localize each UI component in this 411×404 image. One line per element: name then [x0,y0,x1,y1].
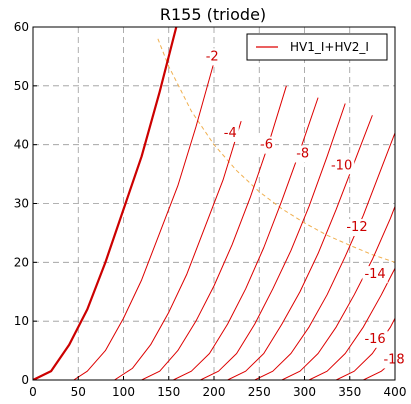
series-line-grid-0 [33,27,178,380]
series-line-grid-neg18 [308,267,395,380]
axis-ticks: 0 50 100 150 200 250 300 350 400 0 10 20 30 40 50 60 [14,20,407,399]
curve-label: -10 [331,158,352,173]
x-tick-label: 300 [293,385,316,399]
curve-label-background [258,136,275,154]
y-tick-label: 30 [14,197,29,211]
curve-label-background [362,330,388,348]
curve-label: -16 [364,332,385,347]
curve-label: -4 [224,126,237,141]
series-line-grid-neg6 [141,85,287,380]
series-line-grid-neg2 [73,62,215,380]
dissipation-line [157,38,395,263]
x-tick-label: 350 [338,385,361,399]
y-tick-label: 10 [14,314,29,328]
series-line-grid-neg16 [281,206,395,380]
y-tick-label: 50 [14,79,29,93]
curve-label: -12 [346,220,367,235]
curve-label: -6 [260,138,273,153]
x-tick-label: 100 [112,385,135,399]
y-tick-label: 60 [14,20,29,34]
y-tick-label: 40 [14,138,29,152]
x-tick-label: 200 [203,385,226,399]
series-line-grid-neg14 [254,132,395,380]
curve-label: -2 [206,49,219,64]
series-line-grid-neg20 [335,317,395,380]
x-tick-label: 250 [248,385,271,399]
y-tick-label: 20 [14,255,29,269]
x-tick-label: 50 [71,385,86,399]
curve-label: -14 [364,267,385,282]
dissipation-curve [157,38,395,263]
y-tick-label: 0 [21,373,29,387]
x-tick-label: 0 [29,385,37,399]
curve-label-background [328,157,355,175]
legend-entry: HV1_I+HV2_I [290,40,369,54]
legend: HV1_I+HV2_I [246,33,388,61]
x-tick-label: 150 [157,385,180,399]
curve-label-background [294,145,312,163]
curve-label-background [221,124,239,142]
series-line-grid-neg10 [200,103,346,380]
curve-label-background [344,219,370,237]
curve-label-background [203,48,221,66]
series-line-grid-neg4 [114,120,242,380]
curve-label-background [381,351,407,369]
series-line-grid-neg8 [173,97,319,380]
chart-title: R155 (triode) [160,5,266,24]
curve-labels: -2 -4 -6 -8 -10 -12 -14 -16 -18 [203,48,407,369]
x-tick-label: 400 [384,385,407,399]
curve-label-background [362,266,388,284]
curve-label: -8 [296,146,309,161]
series-line-grid-neg12 [227,115,373,380]
curve-label: -18 [383,352,404,367]
